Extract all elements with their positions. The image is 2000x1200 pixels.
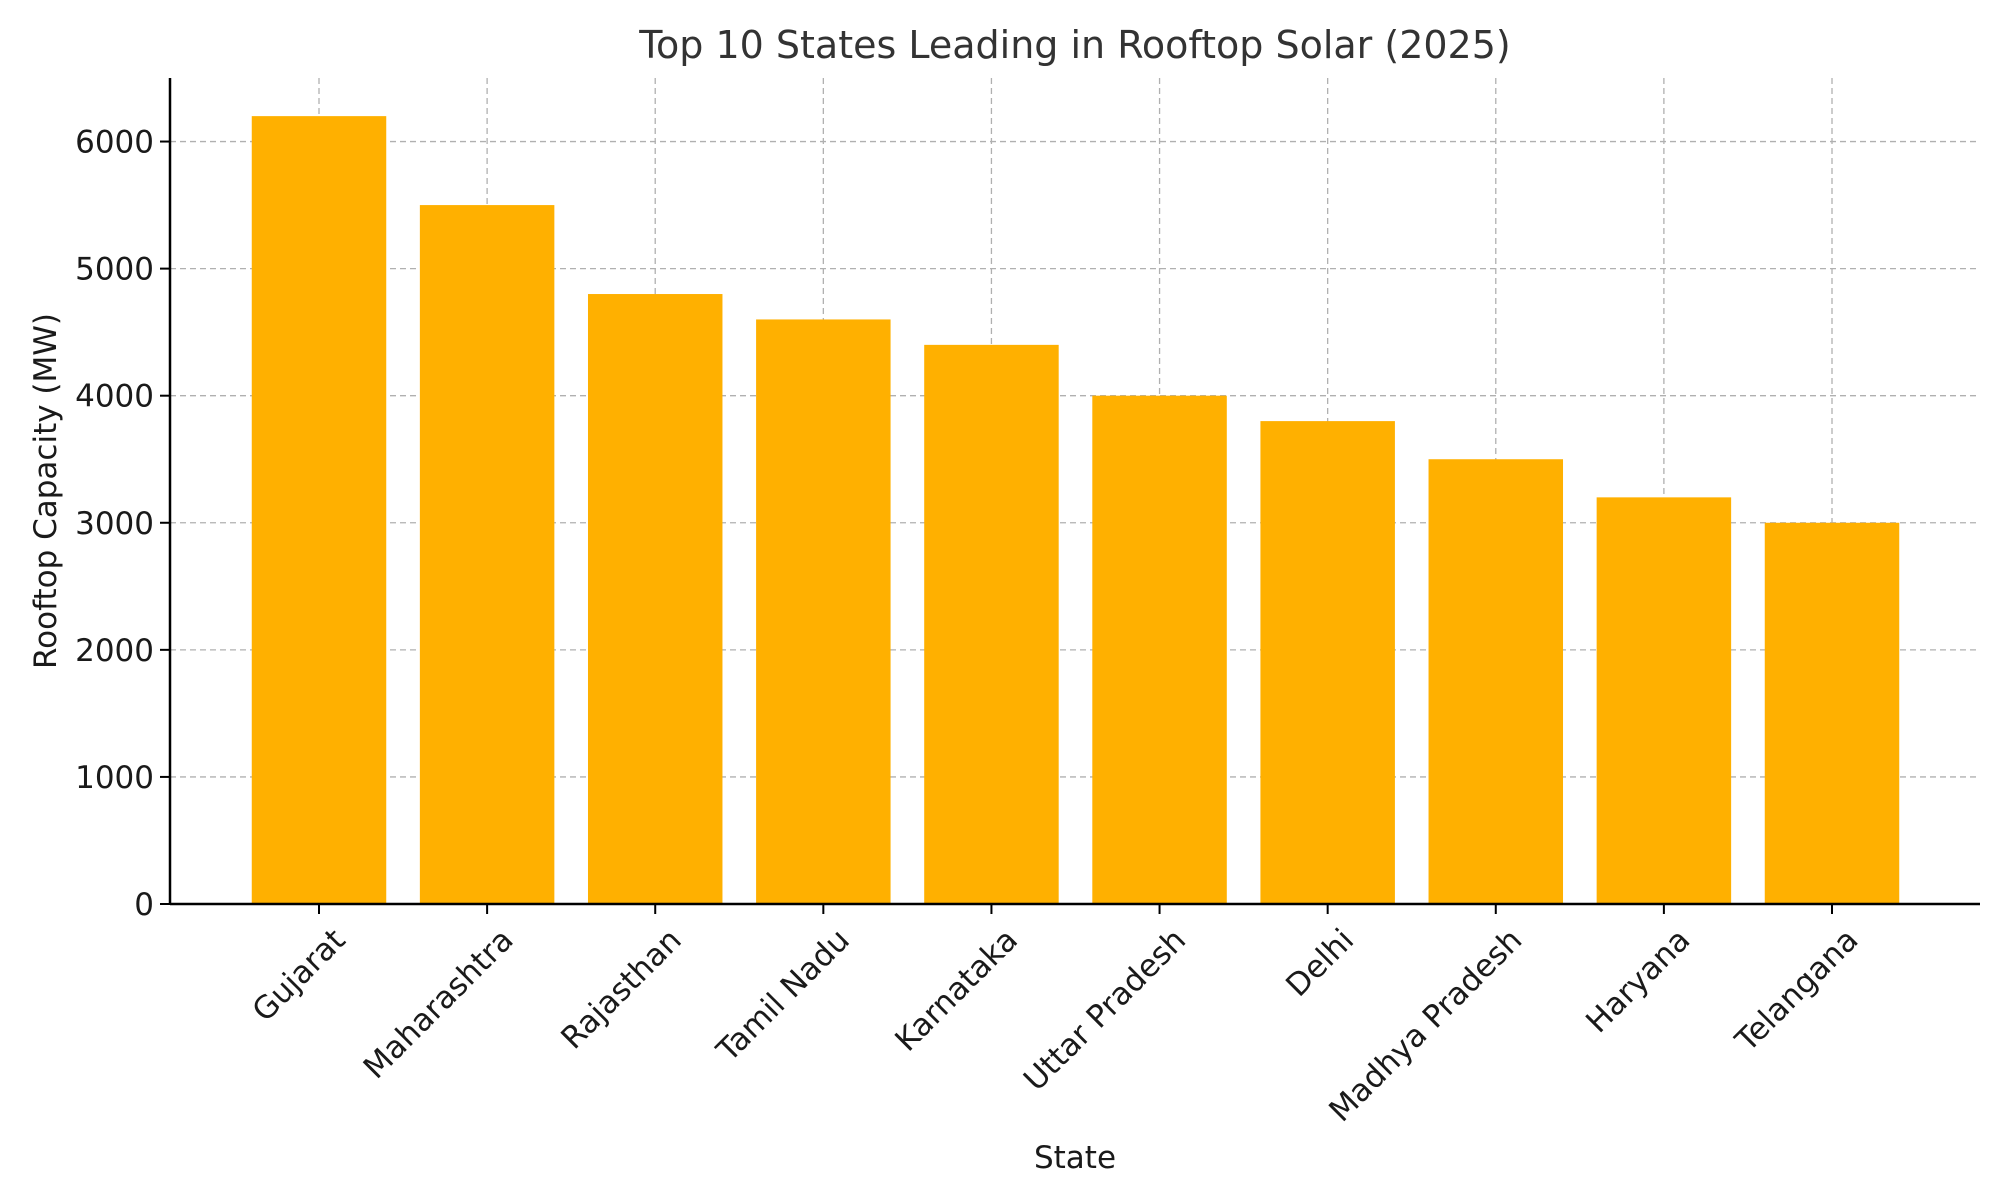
bar-delhi — [1260, 421, 1395, 904]
x-axis-title: State — [1034, 1140, 1116, 1176]
bar-maharashtra — [419, 205, 555, 905]
bar-karnataka — [924, 344, 1059, 904]
bar-haryana — [1596, 497, 1732, 904]
y-tick-label: 3000 — [75, 506, 154, 542]
bars — [251, 116, 1900, 905]
y-axis-title: Rooftop Capacity (MW) — [28, 313, 64, 669]
bar-madhya-pradesh — [1428, 459, 1564, 904]
chart-title: Top 10 States Leading in Rooftop Solar (… — [638, 23, 1510, 67]
bar-gujarat — [251, 116, 387, 905]
y-tick-label: 4000 — [75, 379, 154, 415]
y-tick-label: 0 — [134, 887, 154, 923]
axes — [168, 78, 1980, 906]
y-ticks: 0 1000 2000 3000 4000 5000 6000 — [75, 125, 170, 923]
bar-telangana — [1764, 522, 1900, 904]
y-tick-label: 6000 — [75, 125, 154, 161]
y-tick-label: 5000 — [75, 252, 154, 288]
y-tick-label: 1000 — [75, 760, 154, 796]
bar-tamil-nadu — [756, 319, 891, 904]
bar-uttar-pradesh — [1092, 395, 1227, 904]
y-tick-label: 2000 — [75, 633, 154, 669]
bar-rajasthan — [587, 294, 723, 904]
